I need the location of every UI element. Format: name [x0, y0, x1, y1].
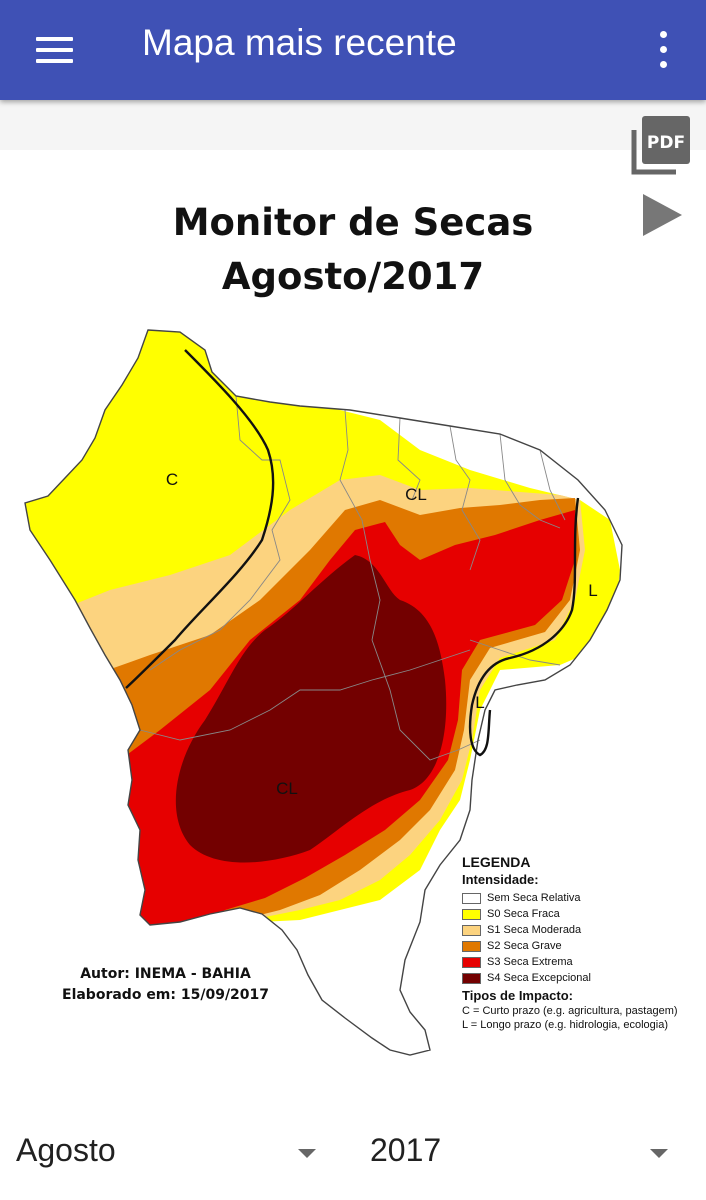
legend-item: S4 Seca Excepcional — [462, 970, 678, 986]
play-icon — [643, 194, 682, 236]
legend-swatch — [462, 972, 481, 984]
map-title-line2: Agosto/2017 — [221, 255, 485, 298]
year-selector[interactable]: 2017 — [354, 1120, 694, 1186]
hamburger-menu-icon[interactable] — [30, 30, 80, 70]
chevron-down-icon[interactable] — [650, 1149, 668, 1158]
year-selector-value: 2017 — [370, 1132, 442, 1168]
map-prepared-date: Elaborado em: 15/09/2017 — [62, 987, 270, 1003]
legend-intensity-title: Intensidade: — [462, 872, 539, 887]
legend-item: S3 Seca Extrema — [462, 954, 678, 970]
impact-boundaries — [125, 349, 580, 757]
legend-title: LEGENDA — [462, 854, 531, 870]
map-author: Autor: INEMA - BAHIA — [80, 966, 251, 982]
legend-impact-item: C = Curto prazo (e.g. agricultura, pasta… — [462, 1005, 678, 1017]
legend-swatch — [462, 924, 481, 936]
pdf-button[interactable]: PDF — [628, 114, 692, 176]
region-label-cl-north: CL — [405, 485, 427, 504]
region-label-l-south: L — [475, 693, 484, 712]
map-title: Monitor de Secas Agosto/2017 — [0, 196, 706, 304]
legend-impact-title: Tipos de Impacto: — [462, 988, 573, 1003]
legend-item-label: S3 Seca Extrema — [487, 956, 573, 968]
map-credits: Autor: INEMA - BAHIA Elaborado em: 15/09… — [62, 964, 269, 1006]
legend-item-label: Sem Seca Relativa — [487, 892, 581, 904]
legend-item: S0 Seca Fraca — [462, 906, 678, 922]
legend-swatch — [462, 908, 481, 920]
toolbar-strip — [0, 100, 706, 150]
month-selector[interactable]: Agosto — [0, 1120, 340, 1186]
play-button[interactable] — [636, 190, 686, 240]
region-label-c: C — [166, 470, 178, 489]
legend-swatch — [462, 956, 481, 968]
more-vert-icon[interactable] — [648, 28, 678, 72]
legend-item: S2 Seca Grave — [462, 938, 678, 954]
legend-item-label: S4 Seca Excepcional — [487, 972, 591, 984]
map-legend: LEGENDA Intensidade: Sem Seca Relativa S… — [462, 854, 678, 1033]
s4-zone — [175, 555, 447, 863]
legend-item-label: S0 Seca Fraca — [487, 908, 560, 920]
legend-item-label: S1 Seca Moderada — [487, 924, 582, 936]
region-label-l-east: L — [588, 581, 597, 600]
legend-item-label: S2 Seca Grave — [487, 940, 562, 952]
pdf-label: PDF — [647, 133, 685, 153]
legend-swatch — [462, 940, 481, 952]
month-selector-value: Agosto — [16, 1132, 116, 1168]
drought-map: C CL L L CL — [24, 329, 623, 1056]
app-bar: Mapa mais recente — [0, 0, 706, 100]
legend-item: S1 Seca Moderada — [462, 922, 678, 938]
legend-impact-item: L = Longo prazo (e.g. hidrologia, ecolog… — [462, 1019, 668, 1031]
chevron-down-icon[interactable] — [298, 1149, 316, 1158]
app-bar-title: Mapa mais recente — [142, 22, 457, 63]
region-label-cl-center: CL — [276, 779, 298, 798]
land-outline — [24, 329, 623, 1056]
legend-item: Sem Seca Relativa — [462, 890, 678, 906]
state-borders — [139, 395, 566, 761]
map-title-line1: Monitor de Secas — [172, 201, 534, 244]
pdf-file-icon: PDF — [631, 116, 690, 175]
legend-swatch — [462, 892, 481, 904]
